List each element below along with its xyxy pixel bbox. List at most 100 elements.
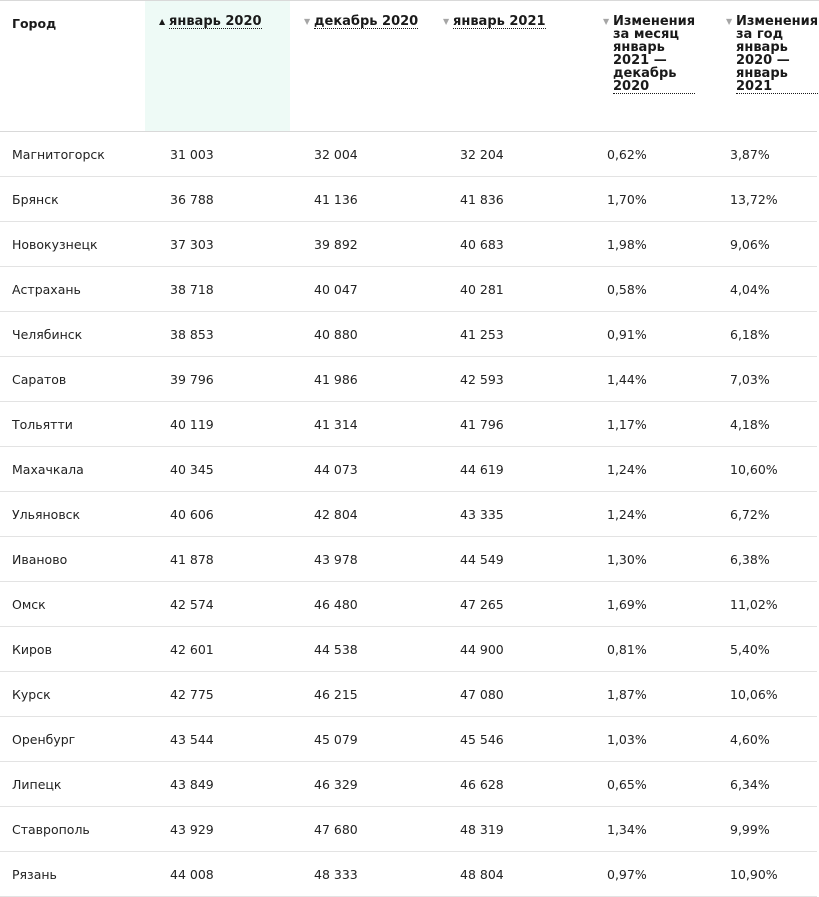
table-row: Челябинск 38 853 40 880 41 253 0,91% 6,1… bbox=[0, 311, 817, 357]
column-header-dec2020[interactable]: ▼ декабрь 2020 bbox=[290, 1, 436, 132]
table-row: Тольятти 40 119 41 314 41 796 1,17% 4,18… bbox=[0, 401, 817, 447]
dec2020-cell: 32 004 bbox=[290, 131, 436, 177]
jan2021-cell: 47 265 bbox=[436, 581, 591, 627]
jan2020-cell: 37 303 bbox=[145, 221, 290, 267]
mom-change-cell: 0,81% bbox=[591, 626, 714, 672]
dec2020-cell: 44 073 bbox=[290, 446, 436, 492]
column-header-jan2020[interactable]: ▲ январь 2020 bbox=[145, 1, 290, 132]
table-row: Рязань 44 008 48 333 48 804 0,97% 10,90% bbox=[0, 851, 817, 897]
mom-change-cell: 1,70% bbox=[591, 176, 714, 222]
city-cell: Брянск bbox=[0, 176, 145, 222]
jan2020-cell: 42 574 bbox=[145, 581, 290, 627]
jan2020-cell: 39 796 bbox=[145, 356, 290, 402]
column-header-jan2021[interactable]: ▼ январь 2021 bbox=[436, 1, 591, 132]
jan2021-cell: 40 281 bbox=[436, 266, 591, 312]
jan2020-cell: 44 008 bbox=[145, 851, 290, 897]
column-header-city-label: Город bbox=[12, 16, 57, 31]
jan2020-cell: 43 544 bbox=[145, 716, 290, 762]
yoy-change-cell: 9,06% bbox=[714, 221, 817, 267]
city-cell: Ульяновск bbox=[0, 491, 145, 537]
sort-yoy-change-button[interactable]: ▼ Изменения за год январь 2020 — январь … bbox=[714, 14, 819, 94]
mom-change-cell: 0,62% bbox=[591, 131, 714, 177]
sort-dec2020-button[interactable]: ▼ декабрь 2020 bbox=[290, 15, 436, 29]
jan2021-cell: 43 335 bbox=[436, 491, 591, 537]
table-row: Липецк 43 849 46 329 46 628 0,65% 6,34% bbox=[0, 761, 817, 807]
yoy-change-cell: 5,40% bbox=[714, 626, 817, 672]
jan2020-cell: 40 345 bbox=[145, 446, 290, 492]
city-cell: Челябинск bbox=[0, 311, 145, 357]
jan2020-cell: 40 119 bbox=[145, 401, 290, 447]
column-header-mom-change[interactable]: ▼ Изменения за месяц январь 2021 — декаб… bbox=[591, 1, 714, 132]
mom-change-cell: 1,30% bbox=[591, 536, 714, 582]
jan2020-cell: 38 853 bbox=[145, 311, 290, 357]
dec2020-cell: 46 480 bbox=[290, 581, 436, 627]
jan2021-cell: 32 204 bbox=[436, 131, 591, 177]
yoy-change-cell: 11,02% bbox=[714, 581, 817, 627]
table-row: Саратов 39 796 41 986 42 593 1,44% 7,03% bbox=[0, 356, 817, 402]
table-row: Омск 42 574 46 480 47 265 1,69% 11,02% bbox=[0, 581, 817, 627]
sort-jan2020-button[interactable]: ▲ январь 2020 bbox=[145, 15, 290, 29]
jan2021-cell: 47 080 bbox=[436, 671, 591, 717]
mom-change-cell: 1,69% bbox=[591, 581, 714, 627]
dec2020-cell: 42 804 bbox=[290, 491, 436, 537]
dec2020-cell: 47 680 bbox=[290, 806, 436, 852]
jan2020-cell: 42 775 bbox=[145, 671, 290, 717]
mom-change-cell: 1,98% bbox=[591, 221, 714, 267]
table-row: Ульяновск 40 606 42 804 43 335 1,24% 6,7… bbox=[0, 491, 817, 537]
column-header-yoy-change-label: Изменения за год январь 2020 — январь 20… bbox=[736, 14, 819, 94]
sort-descending-icon: ▼ bbox=[443, 17, 450, 26]
jan2021-cell: 44 549 bbox=[436, 536, 591, 582]
jan2020-cell: 43 929 bbox=[145, 806, 290, 852]
mom-change-cell: 1,34% bbox=[591, 806, 714, 852]
column-header-jan2020-label: январь 2020 bbox=[169, 14, 262, 29]
jan2021-cell: 42 593 bbox=[436, 356, 591, 402]
city-cell: Иваново bbox=[0, 536, 145, 582]
yoy-change-cell: 13,72% bbox=[714, 176, 817, 222]
sort-descending-icon: ▼ bbox=[304, 17, 311, 26]
mom-change-cell: 1,44% bbox=[591, 356, 714, 402]
jan2021-cell: 48 804 bbox=[436, 851, 591, 897]
jan2020-cell: 38 718 bbox=[145, 266, 290, 312]
mom-change-cell: 0,91% bbox=[591, 311, 714, 357]
header-row: Город ▲ январь 2020 ▼ декабрь 2020 bbox=[0, 1, 819, 132]
column-header-yoy-change[interactable]: ▼ Изменения за год январь 2020 — январь … bbox=[714, 1, 819, 132]
jan2020-cell: 41 878 bbox=[145, 536, 290, 582]
city-cell: Курск bbox=[0, 671, 145, 717]
yoy-change-cell: 7,03% bbox=[714, 356, 817, 402]
yoy-change-cell: 6,34% bbox=[714, 761, 817, 807]
yoy-change-cell: 3,87% bbox=[714, 131, 817, 177]
city-cell: Тольятти bbox=[0, 401, 145, 447]
mom-change-cell: 1,87% bbox=[591, 671, 714, 717]
table-row: Астрахань 38 718 40 047 40 281 0,58% 4,0… bbox=[0, 266, 817, 312]
yoy-change-cell: 6,38% bbox=[714, 536, 817, 582]
table-row: Киров 42 601 44 538 44 900 0,81% 5,40% bbox=[0, 626, 817, 672]
jan2021-cell: 44 619 bbox=[436, 446, 591, 492]
city-cell: Ставрополь bbox=[0, 806, 145, 852]
city-cell: Магнитогорск bbox=[0, 131, 145, 177]
mom-change-cell: 0,65% bbox=[591, 761, 714, 807]
yoy-change-cell: 10,60% bbox=[714, 446, 817, 492]
jan2021-cell: 41 253 bbox=[436, 311, 591, 357]
dec2020-cell: 39 892 bbox=[290, 221, 436, 267]
mom-change-cell: 1,24% bbox=[591, 446, 714, 492]
yoy-change-cell: 10,90% bbox=[714, 851, 817, 897]
yoy-change-cell: 4,18% bbox=[714, 401, 817, 447]
jan2021-cell: 41 796 bbox=[436, 401, 591, 447]
city-cell: Рязань bbox=[0, 851, 145, 897]
yoy-change-cell: 4,60% bbox=[714, 716, 817, 762]
sort-descending-icon: ▼ bbox=[726, 17, 733, 26]
sort-mom-change-button[interactable]: ▼ Изменения за месяц январь 2021 — декаб… bbox=[591, 15, 714, 94]
table-row: Иваново 41 878 43 978 44 549 1,30% 6,38% bbox=[0, 536, 817, 582]
column-header-jan2021-label: январь 2021 bbox=[453, 14, 546, 29]
yoy-change-cell: 10,06% bbox=[714, 671, 817, 717]
city-cell: Омск bbox=[0, 581, 145, 627]
sort-jan2021-button[interactable]: ▼ январь 2021 bbox=[436, 15, 591, 29]
yoy-change-cell: 6,72% bbox=[714, 491, 817, 537]
table-row: Ставрополь 43 929 47 680 48 319 1,34% 9,… bbox=[0, 806, 817, 852]
city-cell: Новокузнецк bbox=[0, 221, 145, 267]
jan2021-cell: 44 900 bbox=[436, 626, 591, 672]
jan2021-cell: 45 546 bbox=[436, 716, 591, 762]
mom-change-cell: 1,03% bbox=[591, 716, 714, 762]
jan2020-cell: 43 849 bbox=[145, 761, 290, 807]
